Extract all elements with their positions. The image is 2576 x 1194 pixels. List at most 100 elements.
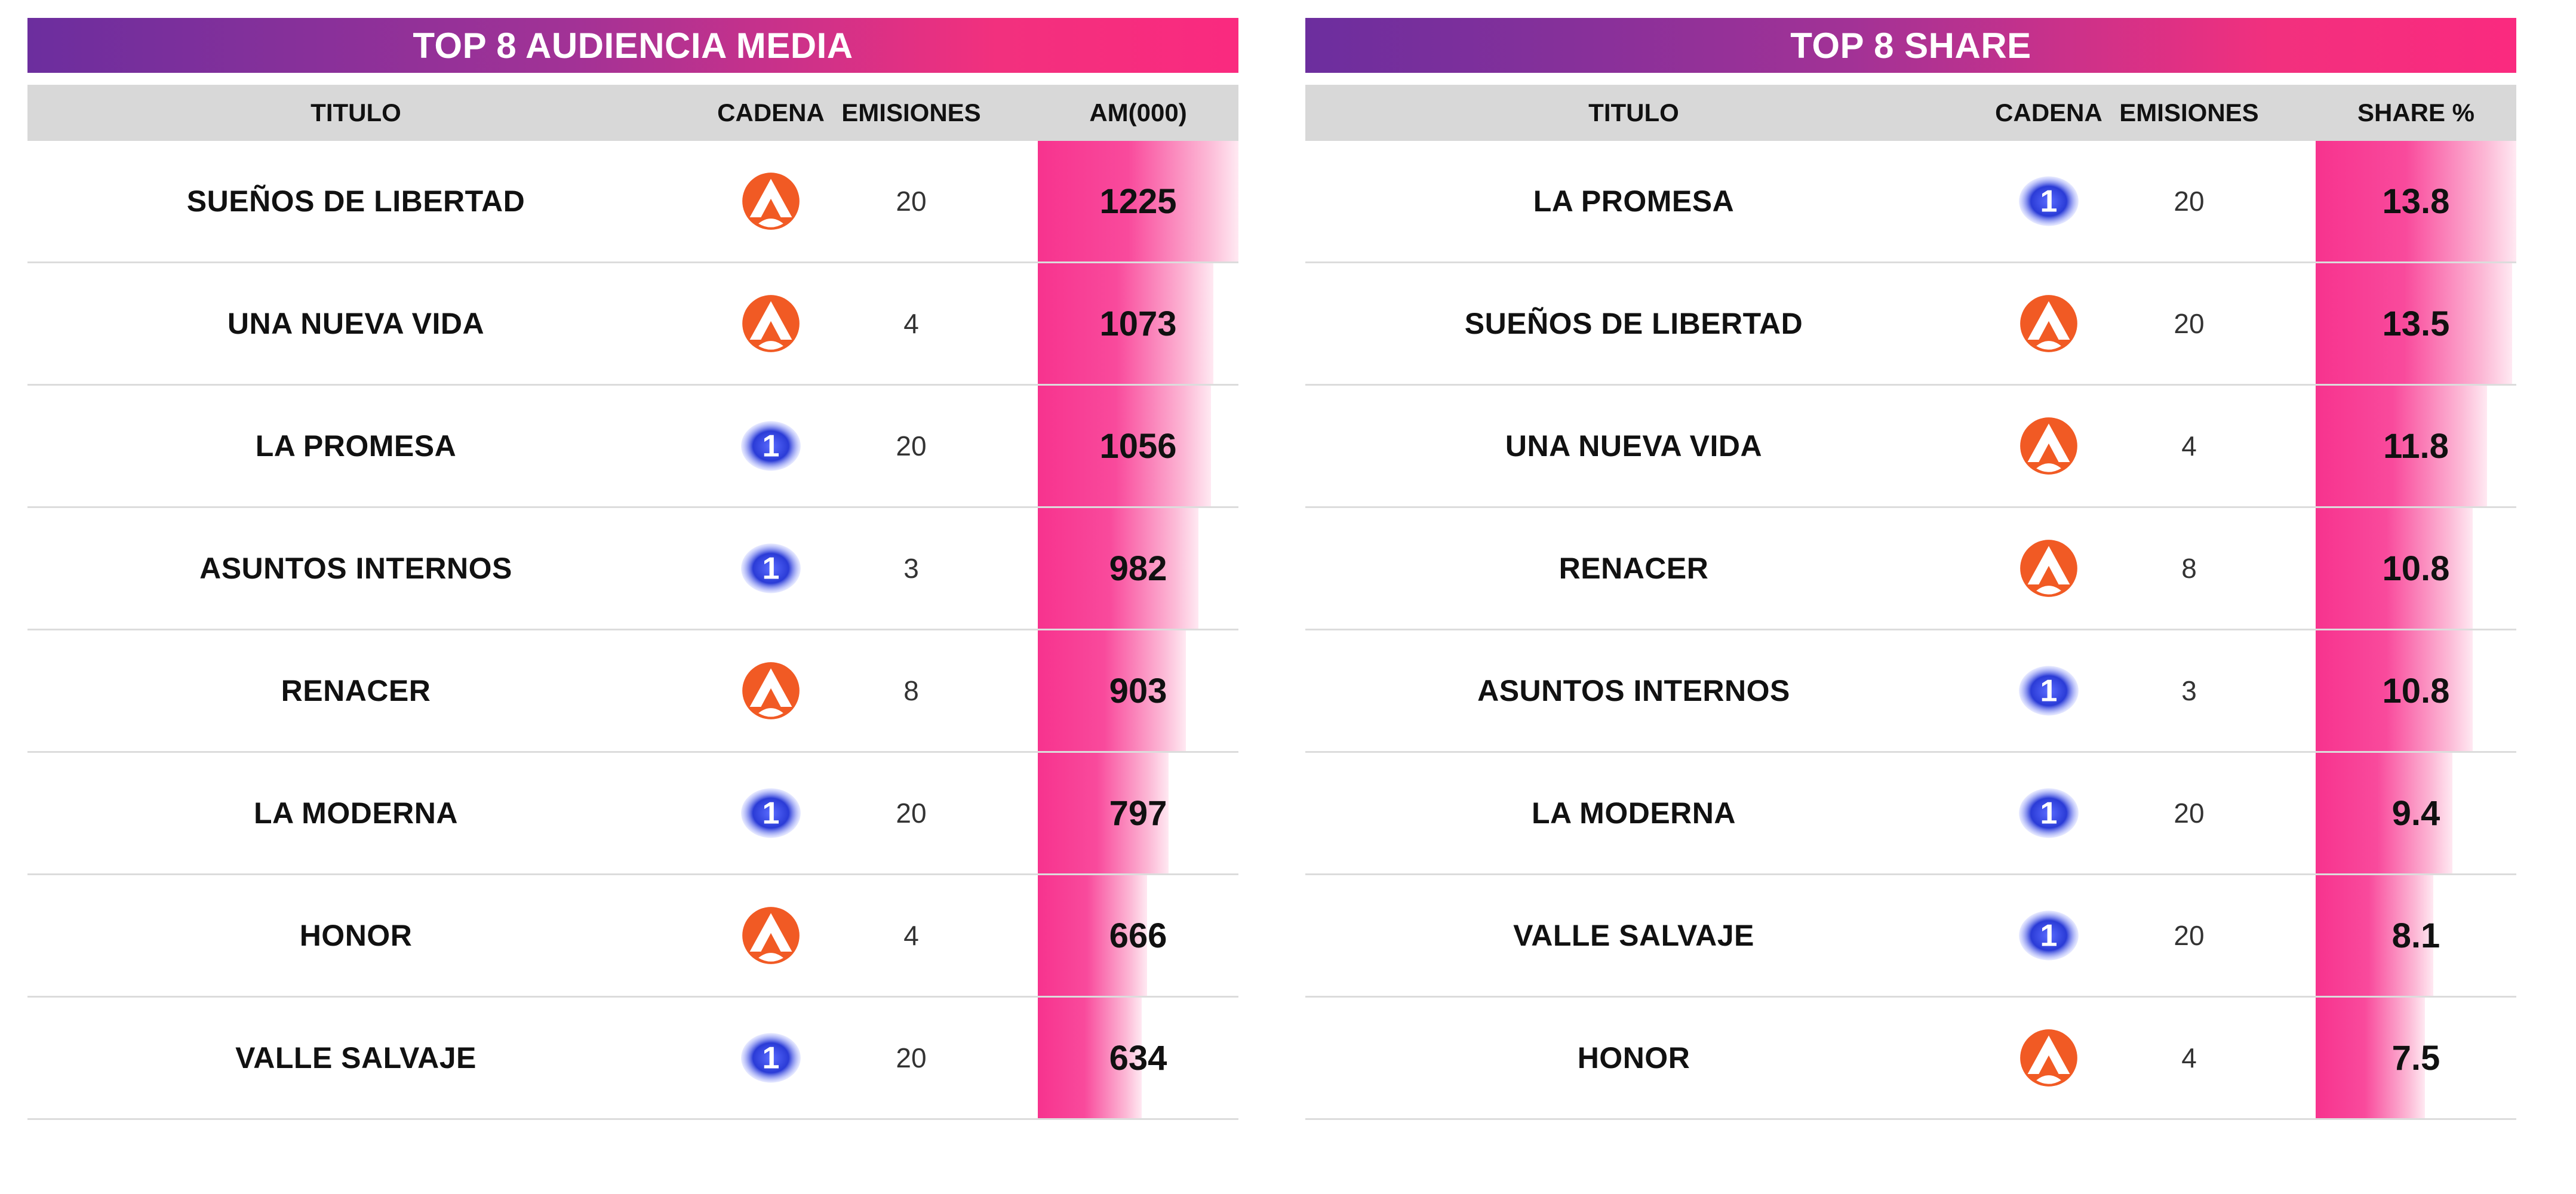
- row-emisiones: 4: [2181, 1042, 2197, 1073]
- table-row: HONOR 4 666: [27, 875, 1238, 998]
- row-title: LA PROMESA: [255, 429, 457, 463]
- row-emisiones: 20: [2174, 920, 2205, 951]
- row-value: 1225: [1099, 181, 1177, 221]
- value-bar: [2316, 141, 2516, 261]
- row-title: VALLE SALVAJE: [1513, 919, 1754, 952]
- la1-logo-icon: 1: [741, 543, 801, 593]
- table-row: HONOR 4 7.5: [1305, 998, 2516, 1120]
- value-bar: [1038, 508, 1198, 629]
- table-row: LA PROMESA 1 20 1056: [27, 386, 1238, 508]
- value-bar: [1038, 630, 1186, 751]
- row-value: 1073: [1099, 304, 1177, 343]
- row-value: 11.8: [2383, 426, 2449, 466]
- row-value: 13.5: [2382, 304, 2450, 343]
- row-value: 982: [1109, 549, 1167, 588]
- svg-text:1: 1: [763, 796, 780, 831]
- antena3-logo-icon: [2020, 417, 2077, 475]
- header-titulo: TITULO: [1588, 99, 1679, 127]
- value-bar: [1038, 263, 1213, 384]
- row-cadena: 1: [1962, 141, 2135, 261]
- row-emisiones: 20: [896, 1042, 927, 1073]
- audiencia-media-table: TOP 8 AUDIENCIA MEDIA TITULO CADENA EMIS…: [27, 18, 1238, 1120]
- antena3-logo-icon: [742, 907, 800, 964]
- value-bar: [1038, 141, 1238, 261]
- column-header-row: TITULO CADENA EMISIONES SHARE %: [1305, 85, 2516, 141]
- row-emisiones: 4: [2181, 430, 2197, 461]
- table-row: LA MODERNA 1 20 797: [27, 753, 1238, 875]
- header-titulo: TITULO: [311, 99, 401, 127]
- svg-text:1: 1: [763, 1041, 780, 1076]
- share-table: TOP 8 SHARE TITULO CADENA EMISIONES SHAR…: [1305, 18, 2516, 1120]
- row-title: RENACER: [281, 674, 431, 707]
- row-cadena: 1: [1962, 630, 2135, 751]
- row-emisiones: 20: [896, 798, 927, 829]
- table-title: TOP 8 AUDIENCIA MEDIA: [27, 18, 1238, 73]
- value-bar: [2316, 875, 2433, 996]
- row-value: 903: [1109, 671, 1167, 710]
- row-value: 666: [1109, 916, 1167, 955]
- row-emisiones: 3: [2181, 675, 2197, 706]
- row-title: UNA NUEVA VIDA: [1505, 429, 1763, 463]
- row-emisiones: 20: [896, 186, 927, 217]
- row-cadena: [684, 263, 857, 384]
- row-cadena: [1962, 998, 2135, 1118]
- row-emisiones: 8: [2181, 553, 2197, 584]
- table-row: ASUNTOS INTERNOS 1 3 10.8: [1305, 630, 2516, 753]
- svg-text:1: 1: [763, 552, 780, 586]
- la1-logo-icon: 1: [2019, 788, 2079, 838]
- la1-logo-icon: 1: [2019, 910, 2079, 961]
- row-value: 13.8: [2382, 181, 2450, 221]
- row-title: SUEÑOS DE LIBERTAD: [186, 184, 525, 218]
- row-title: LA MODERNA: [1531, 796, 1736, 830]
- row-title: HONOR: [299, 919, 413, 952]
- svg-text:1: 1: [2040, 184, 2058, 219]
- row-cadena: [684, 630, 857, 751]
- row-title: VALLE SALVAJE: [235, 1041, 477, 1075]
- la1-logo-icon: 1: [741, 421, 801, 471]
- row-emisiones: 20: [2174, 308, 2205, 339]
- antena3-logo-icon: [2020, 1029, 2077, 1087]
- table-row: SUEÑOS DE LIBERTAD 20 13.5: [1305, 263, 2516, 386]
- header-cadena: CADENA: [717, 99, 825, 127]
- row-value: 10.8: [2382, 549, 2450, 588]
- table-row: UNA NUEVA VIDA 4 1073: [27, 263, 1238, 386]
- row-value: 9.4: [2391, 793, 2440, 833]
- row-value: 7.5: [2391, 1038, 2440, 1078]
- row-emisiones: 8: [903, 675, 919, 706]
- value-bar: [2316, 263, 2512, 384]
- row-value: 8.1: [2391, 916, 2440, 955]
- row-emisiones: 4: [903, 920, 919, 951]
- table-row: LA PROMESA 1 20 13.8: [1305, 141, 2516, 263]
- row-cadena: 1: [684, 386, 857, 506]
- value-bar: [1038, 998, 1142, 1118]
- value-bar: [2316, 630, 2473, 751]
- value-bar: [2316, 386, 2487, 506]
- value-bar: [1038, 386, 1211, 506]
- svg-text:1: 1: [2040, 674, 2058, 709]
- antena3-logo-icon: [742, 173, 800, 230]
- value-bar: [2316, 508, 2473, 629]
- table-row: RENACER 8 903: [27, 630, 1238, 753]
- row-emisiones: 3: [903, 553, 919, 584]
- row-title: UNA NUEVA VIDA: [227, 307, 485, 340]
- table-body: SUEÑOS DE LIBERTAD 20 1225 UNA NUEVA VIDA 4 1…: [27, 141, 1238, 1120]
- table-title: TOP 8 SHARE: [1305, 18, 2516, 73]
- row-cadena: 1: [684, 998, 857, 1118]
- table-row: SUEÑOS DE LIBERTAD 20 1225: [27, 141, 1238, 263]
- header-value: SHARE %: [2357, 99, 2475, 127]
- antena3-logo-icon: [2020, 540, 2077, 597]
- row-cadena: 1: [1962, 753, 2135, 873]
- row-title: ASUNTOS INTERNOS: [1477, 674, 1790, 707]
- row-title: LA PROMESA: [1533, 184, 1735, 218]
- svg-text:1: 1: [763, 429, 780, 464]
- row-cadena: [1962, 386, 2135, 506]
- row-emisiones: 20: [896, 430, 927, 461]
- la1-logo-icon: 1: [2019, 666, 2079, 716]
- value-bar: [1038, 875, 1147, 996]
- row-cadena: 1: [684, 508, 857, 629]
- table-body: LA PROMESA 1 20 13.8 SUEÑOS DE LIBERTAD 20 13.…: [1305, 141, 2516, 1120]
- table-row: LA MODERNA 1 20 9.4: [1305, 753, 2516, 875]
- row-cadena: [684, 875, 857, 996]
- header-cadena: CADENA: [1995, 99, 2102, 127]
- row-cadena: [1962, 508, 2135, 629]
